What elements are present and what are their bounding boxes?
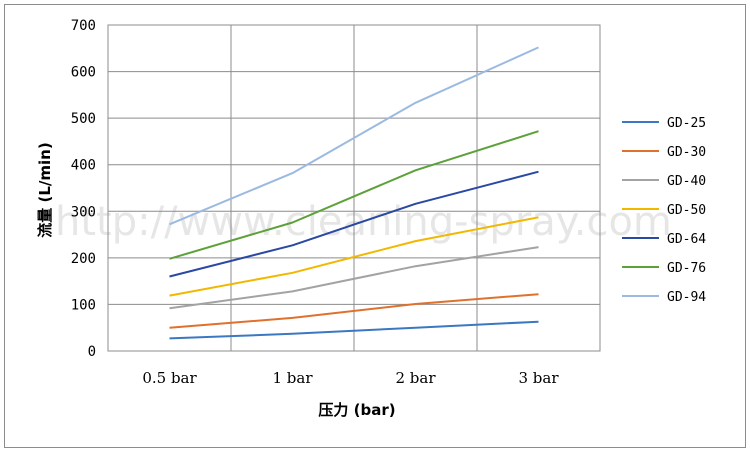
y-tick-label: 0 bbox=[88, 344, 96, 360]
series-line-gd-40 bbox=[169, 246, 539, 310]
legend-label: GD-30 bbox=[667, 145, 706, 160]
x-axis-label: 压力 (bar) bbox=[318, 401, 395, 419]
x-tick-label: 1 bar bbox=[272, 369, 313, 387]
legend-label: GD-64 bbox=[667, 232, 706, 247]
legend-label: GD-76 bbox=[667, 261, 706, 276]
legend-label: GD-94 bbox=[667, 290, 706, 305]
series-line-gd-30 bbox=[169, 293, 539, 329]
legend-label: GD-50 bbox=[667, 203, 706, 218]
series-lines bbox=[169, 46, 539, 340]
legend-label: GD-25 bbox=[667, 116, 706, 131]
legend: GD-25 GD-30 GD-40 GD-50 GD-64 GD-76 GD-94 bbox=[622, 116, 706, 305]
y-tick-labels: 0 100 200 300 400 500 600 700 bbox=[71, 18, 96, 360]
y-tick-label: 700 bbox=[71, 18, 96, 34]
y-tick-label: 400 bbox=[71, 158, 96, 174]
series-line-gd-50 bbox=[169, 216, 539, 297]
grid bbox=[107, 24, 601, 352]
y-tick-label: 500 bbox=[71, 111, 96, 127]
x-tick-labels: 0.5 bar 1 bar 2 bar 3 bar bbox=[142, 369, 559, 387]
legend-label: GD-40 bbox=[667, 174, 706, 189]
y-axis-label: 流量 (L/min) bbox=[36, 142, 54, 237]
series-line-gd-64 bbox=[169, 170, 539, 278]
series-line-gd-94 bbox=[169, 46, 539, 226]
series-line-gd-25 bbox=[169, 320, 539, 340]
x-tick-label: 0.5 bar bbox=[142, 369, 197, 387]
y-tick-label: 100 bbox=[71, 297, 96, 313]
y-tick-label: 600 bbox=[71, 65, 96, 81]
x-tick-label: 3 bar bbox=[518, 369, 559, 387]
y-tick-label: 200 bbox=[71, 251, 96, 267]
y-tick-label: 300 bbox=[71, 204, 96, 220]
chart-frame bbox=[4, 4, 746, 448]
series-line-gd-76 bbox=[169, 130, 539, 260]
x-tick-label: 2 bar bbox=[395, 369, 436, 387]
